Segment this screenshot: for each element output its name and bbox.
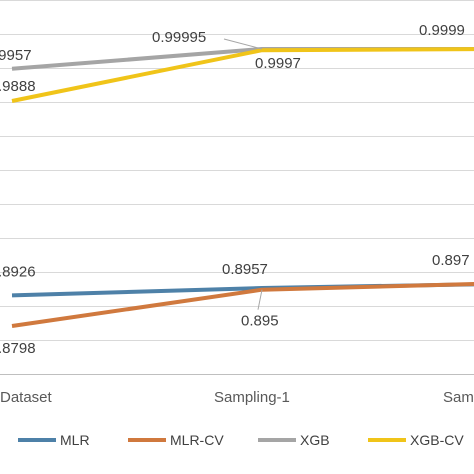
- legend-item-xgb: XGB: [258, 432, 330, 448]
- data-label-3: 0.9997: [255, 55, 301, 72]
- series-line-xgb: [11, 47, 474, 71]
- x-tick-label-1: Sampling-1: [214, 389, 290, 406]
- data-label-8: 0.895: [241, 313, 279, 330]
- legend-label-mlr-cv: MLR-CV: [170, 432, 224, 448]
- legend-item-mlr-cv: MLR-CV: [128, 432, 224, 448]
- data-label-7: 0.8957: [222, 261, 268, 278]
- data-labels: .9957 .9888 0.99995 0.9997 0.9999 .8926 .8798 0…: [0, 22, 470, 357]
- data-label-9: 0.897: [432, 252, 470, 269]
- data-label-5: .8926: [0, 263, 36, 280]
- legend-label-xgb-cv: XGB-CV: [410, 432, 464, 448]
- series-line-xgb-cv: [11, 47, 474, 103]
- legend: MLR MLR-CV XGB XGB-CV: [18, 432, 464, 448]
- legend-item-xgb-cv: XGB-CV: [368, 432, 464, 448]
- data-label-1: .9888: [0, 78, 36, 95]
- legend-label-mlr: MLR: [60, 432, 90, 448]
- legend-item-mlr: MLR: [18, 432, 90, 448]
- legend-label-xgb: XGB: [300, 432, 330, 448]
- data-label-leader-8: [257, 289, 263, 310]
- x-tick-labels: Dataset Sampling-1 Sam: [0, 389, 474, 406]
- data-label-2: 0.99995: [152, 29, 206, 46]
- x-tick-label-2: Sam: [443, 389, 474, 406]
- series-lines: [11, 47, 474, 328]
- x-tick-label-0: Dataset: [0, 389, 53, 406]
- gridlines: [0, 0, 474, 375]
- data-label-0: .9957: [0, 47, 32, 64]
- data-label-4: 0.9999: [419, 22, 465, 39]
- data-label-leader-2: [223, 38, 263, 50]
- data-label-6: .8798: [0, 340, 36, 357]
